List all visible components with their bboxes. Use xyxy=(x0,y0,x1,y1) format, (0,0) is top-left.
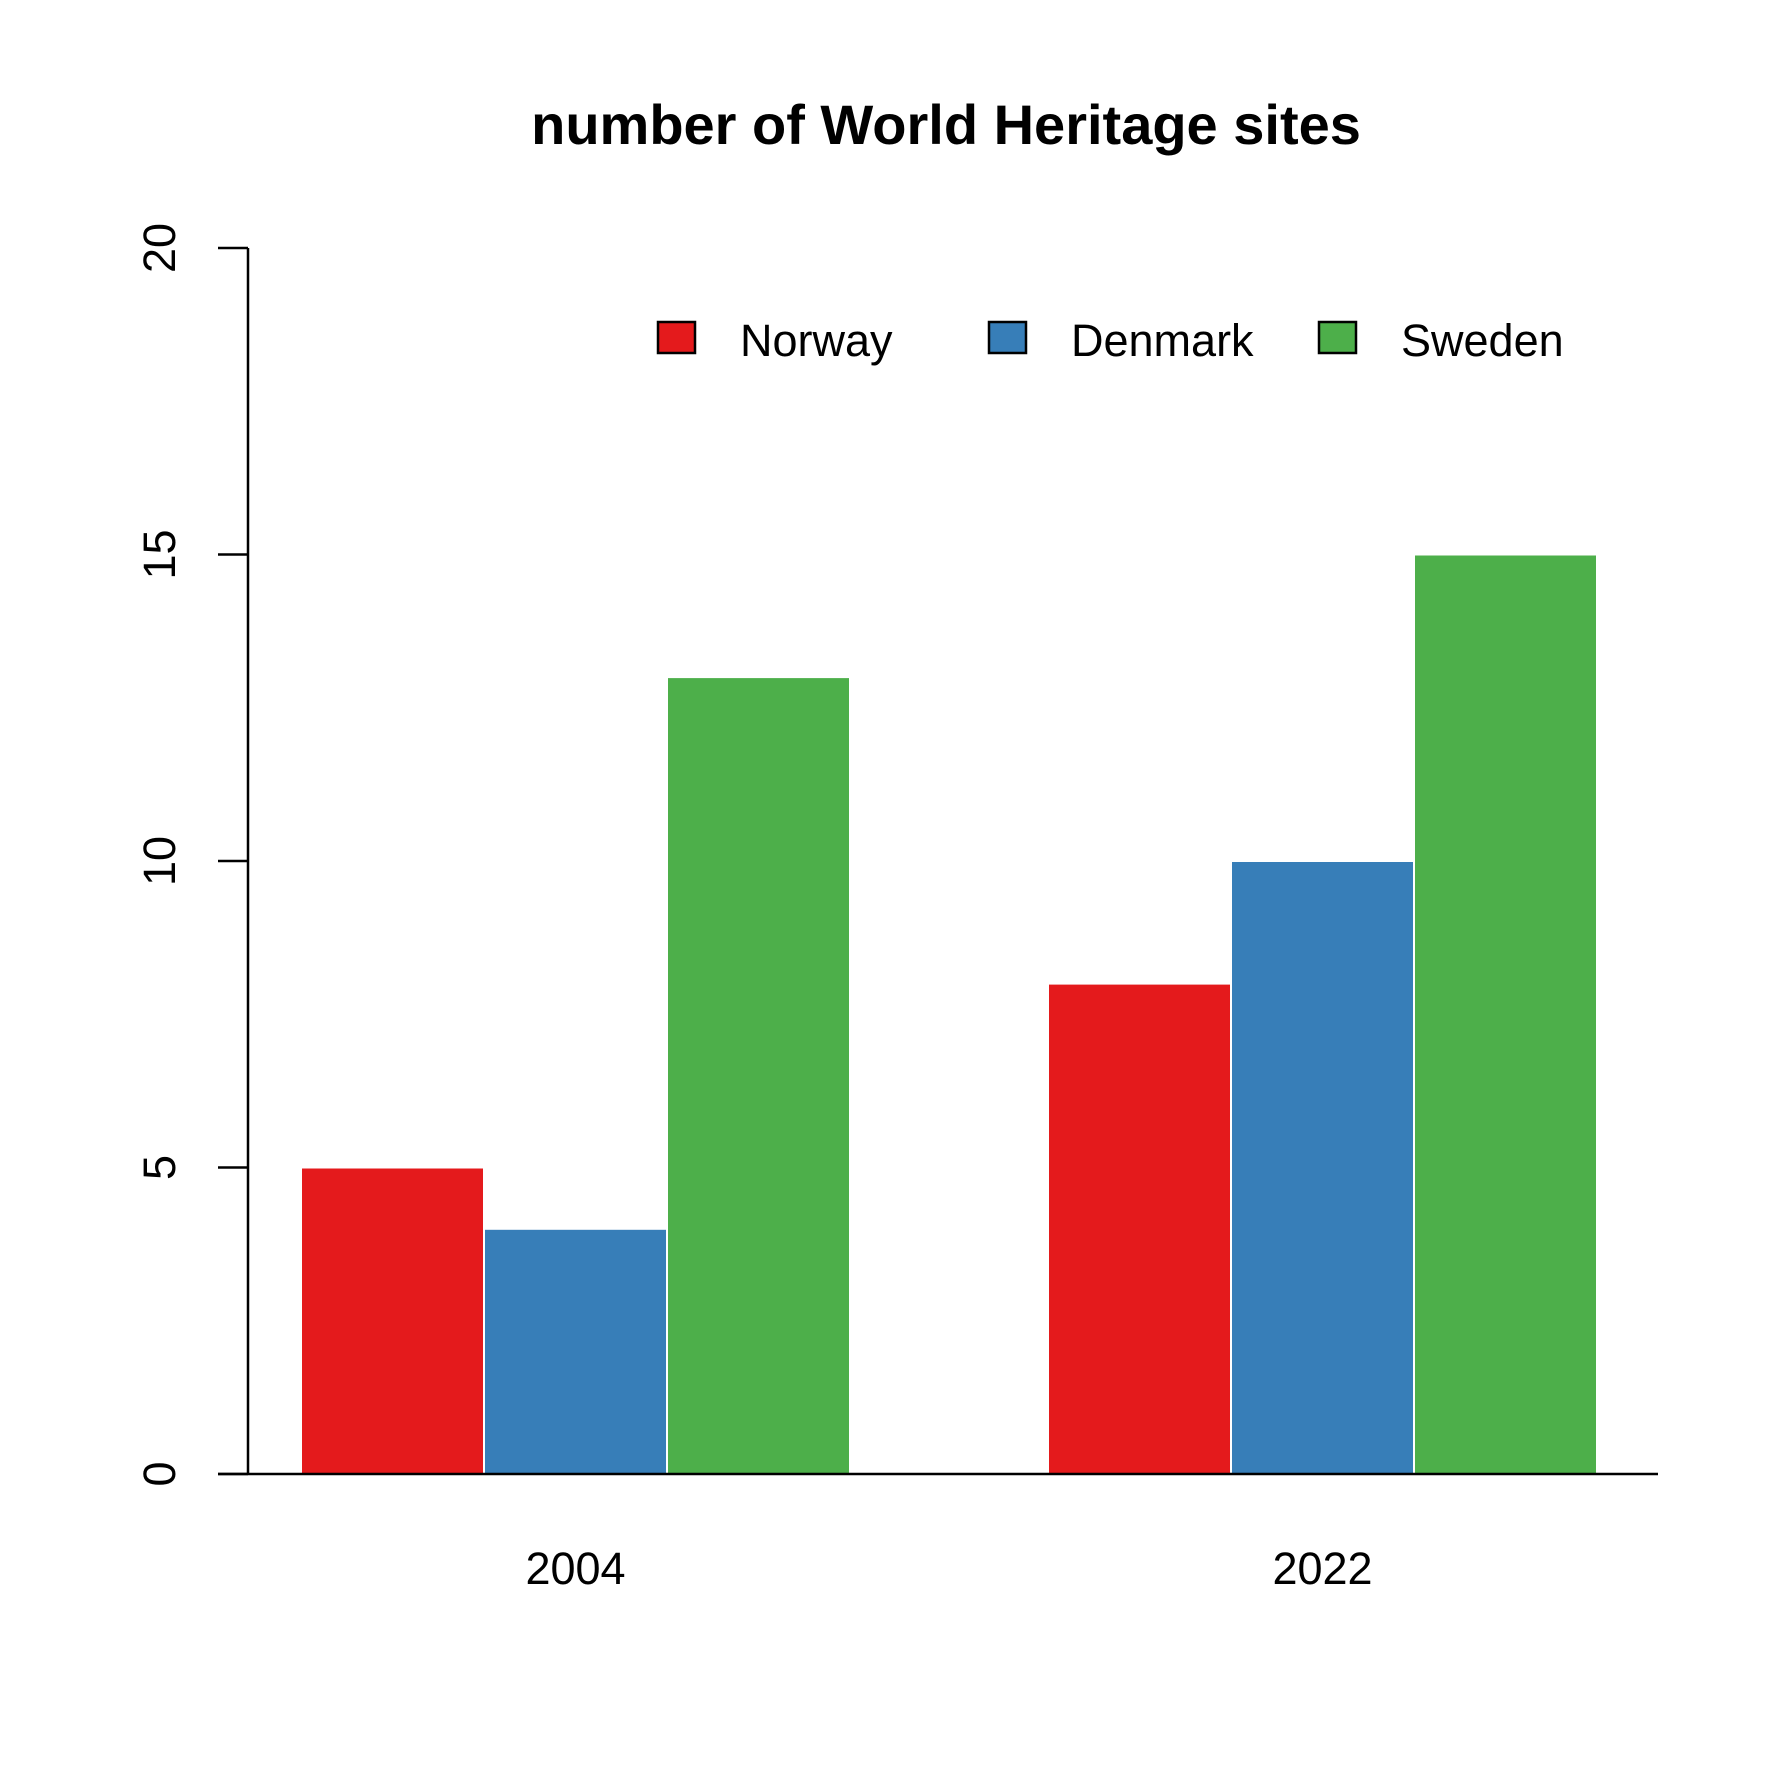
bar-norway-2004 xyxy=(300,1166,485,1475)
legend-swatch-sweden xyxy=(1317,320,1358,355)
x-axis-labels: 2004 2022 xyxy=(525,1543,1372,1594)
bar-norway-2022 xyxy=(1047,982,1232,1475)
bars-layer xyxy=(300,553,1598,1476)
y-axis: 0 5 10 15 20 xyxy=(134,223,1658,1487)
bar-sweden-2004 xyxy=(666,676,851,1475)
bar-sweden-2022 xyxy=(1413,553,1598,1475)
x-tick-label: 2004 xyxy=(525,1543,625,1594)
legend-label-denmark: Denmark xyxy=(1071,315,1254,366)
legend-label-norway: Norway xyxy=(740,315,893,366)
bar-denmark-2004 xyxy=(483,1227,668,1476)
legend-swatch-denmark xyxy=(987,320,1028,355)
y-tick-label: 0 xyxy=(134,1461,185,1486)
x-tick-label: 2022 xyxy=(1272,1543,1372,1594)
legend-label-sweden: Sweden xyxy=(1401,315,1564,366)
legend: Norway Denmark Sweden xyxy=(656,315,1564,366)
chart-title: number of World Heritage sites xyxy=(531,93,1361,156)
y-tick-label: 5 xyxy=(134,1155,185,1180)
bar-denmark-2022 xyxy=(1230,860,1415,1475)
y-tick-label: 10 xyxy=(134,836,185,886)
legend-swatch-norway xyxy=(656,320,697,355)
y-tick-label: 15 xyxy=(134,529,185,579)
y-tick-label: 20 xyxy=(134,223,185,273)
